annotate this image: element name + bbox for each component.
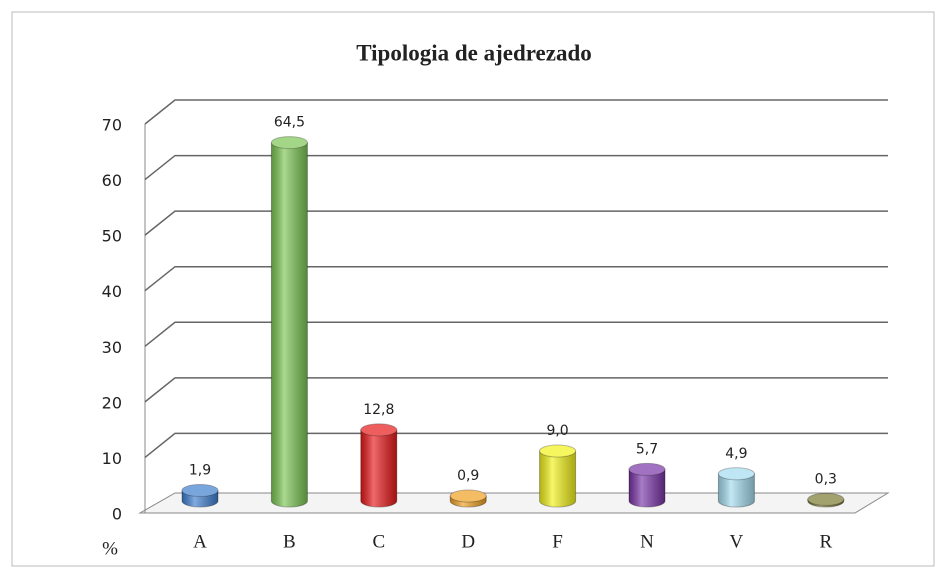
value-label: 1,9: [189, 462, 211, 478]
bar-shading: [539, 450, 576, 507]
bar-top: [449, 489, 487, 503]
bar-top-highlight: [539, 444, 576, 457]
y-axis-label: %: [102, 538, 118, 559]
y-tick-label: 70: [102, 116, 122, 135]
y-tick-label: 0: [112, 505, 122, 524]
bar-top: [360, 423, 398, 437]
x-tick-label: C: [372, 531, 385, 552]
x-tick-label: D: [461, 531, 475, 552]
bar-shading: [360, 429, 397, 507]
bar-top: [807, 492, 845, 506]
bar-top-highlight: [450, 489, 487, 502]
value-label: 0,9: [457, 468, 479, 484]
bar-top-highlight: [629, 463, 665, 476]
bar-top: [181, 483, 219, 497]
x-tick-label: R: [819, 531, 832, 552]
x-tick-label: N: [640, 531, 654, 552]
grid-line: [144, 321, 888, 347]
bar-top-highlight: [718, 467, 755, 480]
bar-shading: [718, 473, 755, 507]
y-tick-label: 10: [102, 449, 122, 468]
bar-top-highlight: [807, 493, 844, 506]
value-label: 4,9: [725, 446, 747, 462]
bar-top-highlight: [360, 423, 397, 436]
bar-top-highlight: [271, 136, 308, 149]
grid-line: [144, 154, 888, 181]
chart-title: Tipologia de ajedrezado: [356, 40, 592, 65]
y-tick-label: 30: [102, 338, 122, 357]
x-tick-label: F: [552, 531, 563, 552]
x-tick-label: B: [283, 531, 296, 552]
y-tick-label: 60: [102, 171, 122, 190]
grid-line: [144, 210, 888, 236]
grid-line: [144, 377, 888, 403]
grid-line: [144, 432, 888, 459]
grid-line: [144, 99, 888, 125]
y-tick-label: 20: [102, 393, 122, 412]
value-label: 0,3: [815, 471, 837, 487]
value-label: 64,5: [274, 115, 305, 131]
value-label: 5,7: [636, 441, 658, 457]
value-label: 12,8: [363, 402, 394, 418]
chart-frame: [11, 11, 935, 567]
bar-top: [270, 136, 308, 150]
y-tick-label: 40: [102, 282, 122, 301]
floor: [138, 492, 890, 514]
bar-shading: [271, 142, 308, 508]
bar-top: [628, 462, 666, 476]
x-tick-label: A: [193, 531, 207, 552]
bar-top: [717, 467, 755, 481]
x-tick-label: V: [730, 531, 744, 552]
y-tick-label: 50: [102, 227, 122, 246]
bar-top-highlight: [182, 484, 218, 497]
bar-top: [539, 444, 577, 458]
bar-shading: [629, 469, 665, 507]
value-label: 9,0: [546, 423, 568, 439]
grid-line: [144, 265, 888, 292]
